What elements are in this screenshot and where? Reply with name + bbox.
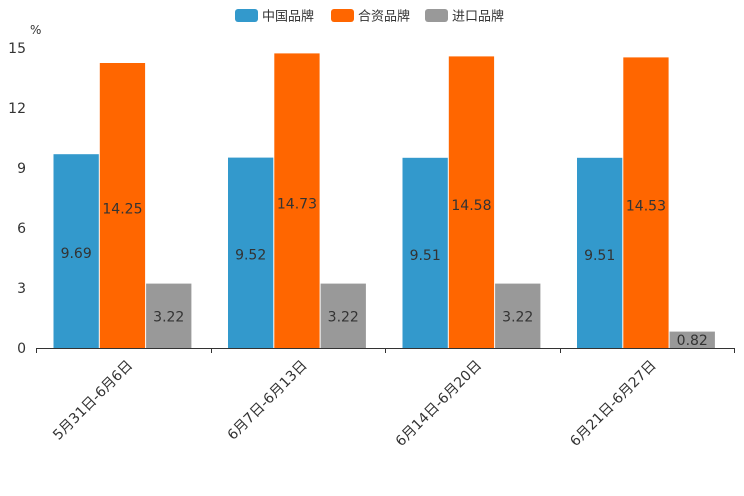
data-label-series3-cat3: 3.22 [502,309,533,325]
bar-series1-cat1 [53,154,99,348]
data-label-series2-cat1: 14.25 [102,201,142,217]
data-label-series3-cat2: 3.22 [328,309,359,325]
legend-swatch-1 [235,9,258,22]
bar-series2-cat4 [623,57,669,349]
data-label-series3-cat1: 3.22 [153,309,184,325]
data-label-series2-cat3: 14.58 [451,198,491,214]
legend-label-2: 合资品牌 [358,9,410,25]
bar-series3-cat4 [669,331,715,348]
y-tick-label-1: 3 [17,281,26,297]
data-label-series2-cat4: 14.53 [626,199,666,215]
x-tick-label-3: 6月14日-6月20日 [393,358,485,450]
bar-series3-cat2 [320,283,366,348]
y-tick-label-5: 15 [8,41,26,57]
legend: 中国品牌 合资品牌 进口品牌 [235,9,504,25]
x-axis: 5月31日-6月6日 6月7日-6月13日 6月14日-6月20日 6月21日-6月2… [36,348,735,450]
data-label-series1-cat4: 9.51 [584,248,615,264]
bar-series3-cat1 [146,283,192,348]
bar-series2-cat2 [274,53,320,349]
data-label-series2-cat2: 14.73 [277,197,317,213]
bars [53,53,715,349]
data-label-series1-cat2: 9.52 [235,248,266,264]
y-tick-label-0: 0 [17,341,26,357]
x-tick-label-2: 6月7日-6月13日 [225,358,311,444]
legend-swatch-3 [425,9,448,22]
y-tick-label-3: 9 [17,161,26,177]
data-label-series1-cat1: 9.69 [61,246,92,262]
y-tick-label-4: 12 [8,101,26,117]
legend-swatch-2 [331,9,354,22]
bar-series1-cat4 [577,157,623,348]
y-tick-label-2: 6 [17,221,26,237]
data-labels: 9.69 14.25 3.22 9.52 14.73 3.22 9.51 14.58 3.22 9… [61,197,708,349]
bar-series2-cat3 [448,56,495,349]
y-axis: 0 3 6 9 12 15 [8,41,26,357]
legend-label-3: 进口品牌 [452,9,504,25]
bar-series3-cat3 [495,283,541,348]
bar-series1-cat2 [228,157,274,348]
bar-series2-cat1 [99,63,146,348]
x-tick-label-1: 5月31日-6月6日 [50,358,136,444]
data-label-series1-cat3: 9.51 [410,248,441,264]
x-tick-label-4: 6月21日-6月27日 [567,358,659,450]
legend-label-1: 中国品牌 [262,9,314,25]
y-axis-unit-label: % [30,23,41,37]
data-label-series3-cat4: 0.82 [677,333,708,349]
bar-series1-cat3 [402,157,448,348]
